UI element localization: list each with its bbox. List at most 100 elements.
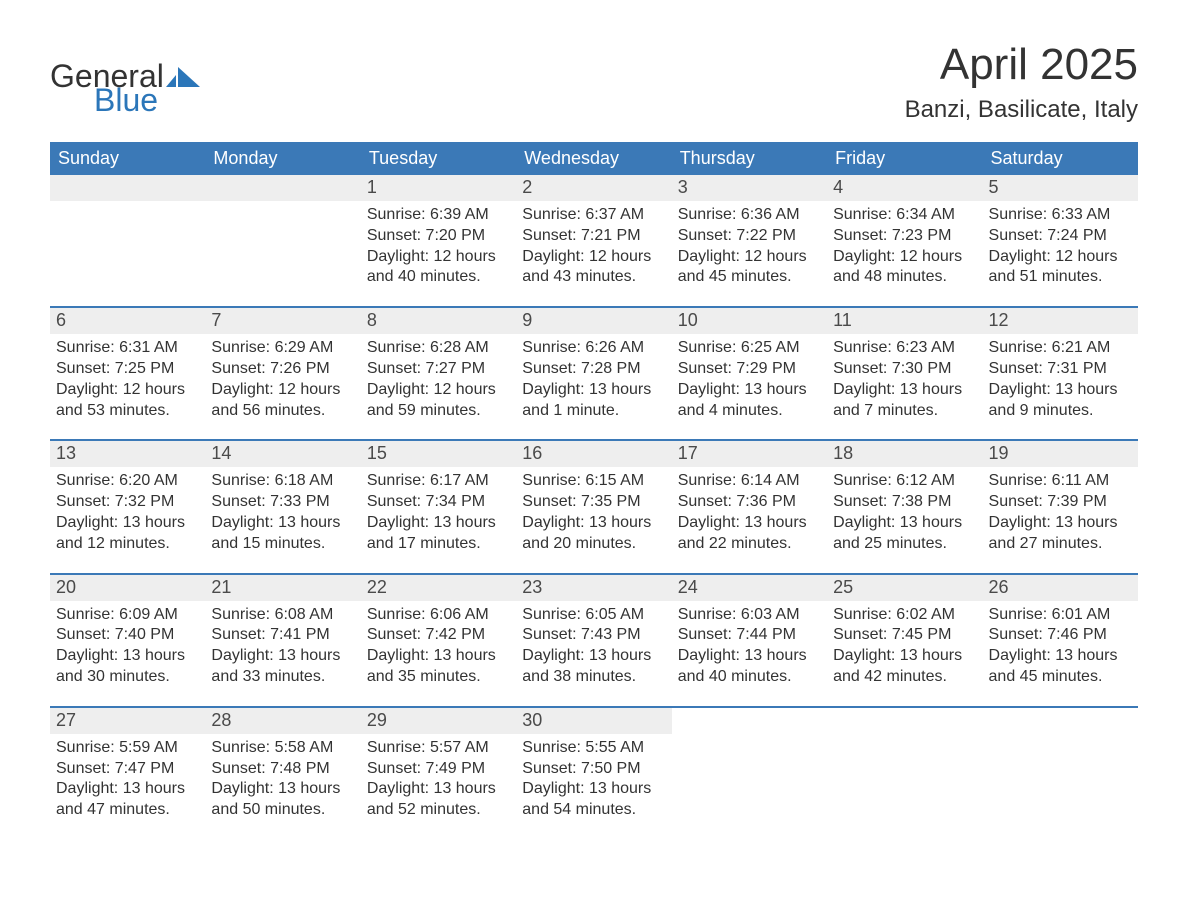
daylight-text: Daylight: 12 hours and 45 minutes. — [678, 247, 821, 289]
day-number: 20 — [50, 575, 205, 601]
calendar-day-cell — [983, 708, 1138, 839]
sunset-text: Sunset: 7:47 PM — [56, 759, 199, 780]
sunset-text: Sunset: 7:22 PM — [678, 226, 821, 247]
sunset-text: Sunset: 7:20 PM — [367, 226, 510, 247]
day-details: Sunrise: 5:58 AMSunset: 7:48 PMDaylight:… — [205, 734, 360, 839]
daylight-text: Daylight: 13 hours and 15 minutes. — [211, 513, 354, 555]
sunrise-text: Sunrise: 6:28 AM — [367, 338, 510, 359]
sunset-text: Sunset: 7:21 PM — [522, 226, 665, 247]
day-details: Sunrise: 6:21 AMSunset: 7:31 PMDaylight:… — [983, 334, 1138, 439]
day-details: Sunrise: 6:06 AMSunset: 7:42 PMDaylight:… — [361, 601, 516, 706]
sunrise-text: Sunrise: 6:18 AM — [211, 471, 354, 492]
day-details: Sunrise: 6:25 AMSunset: 7:29 PMDaylight:… — [672, 334, 827, 439]
sunrise-text: Sunrise: 6:12 AM — [833, 471, 976, 492]
calendar-day-cell: 11Sunrise: 6:23 AMSunset: 7:30 PMDayligh… — [827, 308, 982, 439]
day-details: Sunrise: 6:12 AMSunset: 7:38 PMDaylight:… — [827, 467, 982, 572]
daylight-text: Daylight: 13 hours and 17 minutes. — [367, 513, 510, 555]
calendar-week-row: 1Sunrise: 6:39 AMSunset: 7:20 PMDaylight… — [50, 175, 1138, 306]
daylight-text: Daylight: 13 hours and 27 minutes. — [989, 513, 1132, 555]
daylight-text: Daylight: 13 hours and 7 minutes. — [833, 380, 976, 422]
sunset-text: Sunset: 7:29 PM — [678, 359, 821, 380]
day-details: Sunrise: 6:02 AMSunset: 7:45 PMDaylight:… — [827, 601, 982, 706]
calendar-day-cell: 8Sunrise: 6:28 AMSunset: 7:27 PMDaylight… — [361, 308, 516, 439]
daylight-text: Daylight: 12 hours and 43 minutes. — [522, 247, 665, 289]
sunset-text: Sunset: 7:33 PM — [211, 492, 354, 513]
sunset-text: Sunset: 7:50 PM — [522, 759, 665, 780]
calendar-day-cell: 30Sunrise: 5:55 AMSunset: 7:50 PMDayligh… — [516, 708, 671, 839]
day-number: 14 — [205, 441, 360, 467]
day-number: 12 — [983, 308, 1138, 334]
sunrise-text: Sunrise: 6:26 AM — [522, 338, 665, 359]
sunrise-text: Sunrise: 6:17 AM — [367, 471, 510, 492]
sunrise-text: Sunrise: 6:34 AM — [833, 205, 976, 226]
calendar-day-cell: 16Sunrise: 6:15 AMSunset: 7:35 PMDayligh… — [516, 441, 671, 572]
daylight-text: Daylight: 13 hours and 1 minute. — [522, 380, 665, 422]
weekday-header: Friday — [827, 142, 982, 175]
daylight-text: Daylight: 12 hours and 56 minutes. — [211, 380, 354, 422]
sunset-text: Sunset: 7:34 PM — [367, 492, 510, 513]
calendar-day-cell: 1Sunrise: 6:39 AMSunset: 7:20 PMDaylight… — [361, 175, 516, 306]
day-details — [205, 201, 360, 223]
sunrise-text: Sunrise: 5:59 AM — [56, 738, 199, 759]
sunrise-text: Sunrise: 6:21 AM — [989, 338, 1132, 359]
day-number: 28 — [205, 708, 360, 734]
daylight-text: Daylight: 13 hours and 42 minutes. — [833, 646, 976, 688]
day-details: Sunrise: 6:37 AMSunset: 7:21 PMDaylight:… — [516, 201, 671, 306]
daylight-text: Daylight: 13 hours and 35 minutes. — [367, 646, 510, 688]
title-block: April 2025 Banzi, Basilicate, Italy — [905, 40, 1138, 124]
day-number: 13 — [50, 441, 205, 467]
day-details: Sunrise: 6:23 AMSunset: 7:30 PMDaylight:… — [827, 334, 982, 439]
day-details: Sunrise: 6:01 AMSunset: 7:46 PMDaylight:… — [983, 601, 1138, 706]
sunset-text: Sunset: 7:32 PM — [56, 492, 199, 513]
daylight-text: Daylight: 13 hours and 38 minutes. — [522, 646, 665, 688]
daylight-text: Daylight: 13 hours and 54 minutes. — [522, 779, 665, 821]
day-details: Sunrise: 6:14 AMSunset: 7:36 PMDaylight:… — [672, 467, 827, 572]
weekday-header: Sunday — [50, 142, 205, 175]
sunset-text: Sunset: 7:35 PM — [522, 492, 665, 513]
calendar-day-cell: 14 Sunrise: 6:18 AMSunset: 7:33 PMDayligh… — [205, 441, 360, 572]
day-number — [672, 708, 827, 734]
daylight-text: Daylight: 12 hours and 51 minutes. — [989, 247, 1132, 289]
day-number: 15 — [361, 441, 516, 467]
sunrise-text: Sunrise: 6:33 AM — [989, 205, 1132, 226]
page-header: General Blue April 2025 Banzi, Basilicat… — [50, 40, 1138, 124]
sunset-text: Sunset: 7:44 PM — [678, 625, 821, 646]
daylight-text: Daylight: 13 hours and 33 minutes. — [211, 646, 354, 688]
day-number: 8 — [361, 308, 516, 334]
sunset-text: Sunset: 7:23 PM — [833, 226, 976, 247]
calendar-day-cell — [205, 175, 360, 306]
daylight-text: Daylight: 13 hours and 4 minutes. — [678, 380, 821, 422]
day-number: 16 — [516, 441, 671, 467]
daylight-text: Daylight: 13 hours and 22 minutes. — [678, 513, 821, 555]
day-details: Sunrise: 6:17 AMSunset: 7:34 PMDaylight:… — [361, 467, 516, 572]
sunrise-text: Sunrise: 6:11 AM — [989, 471, 1132, 492]
daylight-text: Daylight: 13 hours and 47 minutes. — [56, 779, 199, 821]
day-details: Sunrise: 6:08 AMSunset: 7:41 PMDaylight:… — [205, 601, 360, 706]
calendar-week-row: 13Sunrise: 6:20 AMSunset: 7:32 PMDayligh… — [50, 439, 1138, 572]
sunrise-text: Sunrise: 5:57 AM — [367, 738, 510, 759]
sunrise-text: Sunrise: 6:03 AM — [678, 605, 821, 626]
day-details: Sunrise: 6:28 AMSunset: 7:27 PMDaylight:… — [361, 334, 516, 439]
sunset-text: Sunset: 7:26 PM — [211, 359, 354, 380]
calendar-day-cell: 5Sunrise: 6:33 AMSunset: 7:24 PMDaylight… — [983, 175, 1138, 306]
month-title: April 2025 — [905, 40, 1138, 90]
sunrise-text: Sunrise: 6:29 AM — [211, 338, 354, 359]
sunrise-text: Sunrise: 6:14 AM — [678, 471, 821, 492]
sunrise-text: Sunrise: 6:08 AM — [211, 605, 354, 626]
sunset-text: Sunset: 7:30 PM — [833, 359, 976, 380]
weekday-header: Tuesday — [361, 142, 516, 175]
location-subtitle: Banzi, Basilicate, Italy — [905, 96, 1138, 124]
day-number: 5 — [983, 175, 1138, 201]
day-details: Sunrise: 6:39 AMSunset: 7:20 PMDaylight:… — [361, 201, 516, 306]
calendar-day-cell — [672, 708, 827, 839]
day-number: 27 — [50, 708, 205, 734]
day-details: Sunrise: 5:57 AMSunset: 7:49 PMDaylight:… — [361, 734, 516, 839]
day-number: 9 — [516, 308, 671, 334]
day-number: 7 — [205, 308, 360, 334]
day-number: 17 — [672, 441, 827, 467]
sunrise-text: Sunrise: 6:39 AM — [367, 205, 510, 226]
calendar-day-cell: 18Sunrise: 6:12 AMSunset: 7:38 PMDayligh… — [827, 441, 982, 572]
calendar-day-cell: 29Sunrise: 5:57 AMSunset: 7:49 PMDayligh… — [361, 708, 516, 839]
day-number: 4 — [827, 175, 982, 201]
day-details — [827, 734, 982, 756]
